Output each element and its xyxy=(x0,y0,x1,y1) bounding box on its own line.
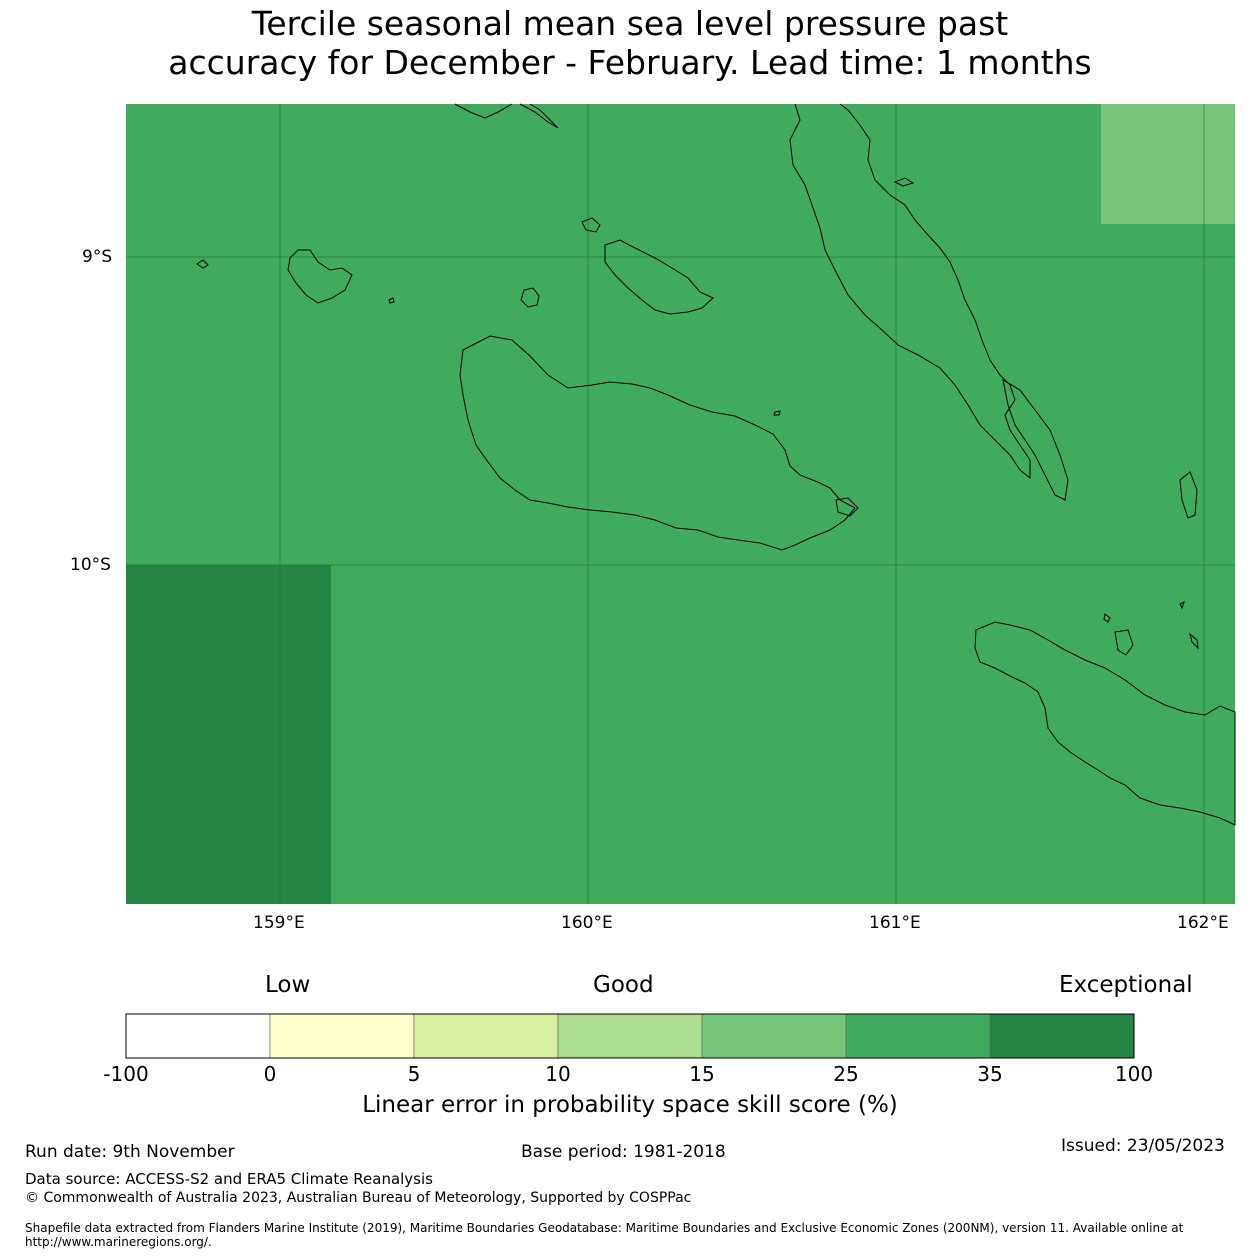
colorbar xyxy=(125,1013,1135,1059)
colorbar-segment xyxy=(845,1013,991,1059)
colorbar-category-good: Good xyxy=(593,972,654,998)
colorbar-segment xyxy=(413,1013,559,1059)
coast-malaita xyxy=(789,103,1031,480)
colorbar-tick-label: -100 xyxy=(103,1062,149,1086)
coast-russell-islands xyxy=(287,249,353,304)
run-date: Run date: 9th November xyxy=(25,1142,235,1162)
coast-small-4 xyxy=(1114,629,1134,656)
lon-tick-160e: 160°E xyxy=(561,913,613,933)
coast-small-1 xyxy=(581,217,601,233)
coast-florida-islands xyxy=(604,239,714,315)
coast-makira xyxy=(974,621,1236,826)
coast-small-8 xyxy=(1179,601,1185,610)
base-period: Base period: 1981-2018 xyxy=(521,1142,726,1162)
colorbar-segment xyxy=(557,1013,703,1059)
issued-date: Issued: 23/05/2023 xyxy=(1061,1136,1225,1156)
coast-small-3 xyxy=(1179,471,1198,519)
lat-tick-9s: 9°S xyxy=(82,247,113,267)
colorbar-segment xyxy=(701,1013,847,1059)
lon-tick-159e: 159°E xyxy=(253,913,305,933)
colorbar-segment xyxy=(269,1013,415,1059)
colorbar-title: Linear error in probability space skill … xyxy=(362,1092,898,1118)
shapefile-credit: Shapefile data extracted from Flanders M… xyxy=(25,1221,1184,1249)
colorbar-category-low: Low xyxy=(265,972,311,998)
lat-tick-10s: 10°S xyxy=(70,555,111,575)
chart-title: Tercile seasonal mean sea level pressure… xyxy=(0,4,1260,82)
colorbar-segment xyxy=(125,1013,271,1059)
coast-small-malaita xyxy=(1002,379,1069,501)
colorbar-tick-label: 5 xyxy=(407,1062,421,1086)
colorbar-segment xyxy=(989,1013,1135,1059)
coast-savo xyxy=(520,287,540,308)
coast-small-9 xyxy=(1189,632,1199,650)
title-line-1: Tercile seasonal mean sea level pressure… xyxy=(251,4,1009,43)
coast-small-5 xyxy=(893,177,915,187)
data-source: Data source: ACCESS-S2 and ERA5 Climate … xyxy=(25,1170,433,1188)
coastlines xyxy=(196,103,1236,826)
coast-island-nw xyxy=(454,103,513,119)
colorbar-tick-label: 10 xyxy=(545,1062,571,1086)
graticule xyxy=(126,104,1235,904)
colorbar-tick-label: 35 xyxy=(977,1062,1003,1086)
colorbar-tick-label: 100 xyxy=(1114,1062,1154,1086)
colorbar-frame xyxy=(125,1013,1135,1059)
lon-tick-162e: 162°E xyxy=(1177,913,1229,933)
copyright: © Commonwealth of Australia 2023, Austra… xyxy=(25,1190,692,1206)
colorbar-tick-label: 25 xyxy=(833,1062,859,1086)
coast-guadalcanal xyxy=(459,335,856,551)
map-cell-high-skill xyxy=(126,565,331,904)
coast-small-7 xyxy=(1103,613,1111,623)
coast-small-6 xyxy=(835,497,859,517)
skill-map xyxy=(126,103,1236,904)
coast-island-n xyxy=(519,103,559,129)
title-line-2: accuracy for December - February. Lead t… xyxy=(168,43,1092,82)
map-cell-moderate-skill xyxy=(1101,104,1235,224)
colorbar-tick-label: 15 xyxy=(689,1062,715,1086)
coast-small-2 xyxy=(196,259,209,269)
coast-small-10 xyxy=(773,410,781,416)
lon-tick-161e: 161°E xyxy=(869,913,921,933)
coast-small-11 xyxy=(388,297,395,304)
colorbar-tick-label: 0 xyxy=(263,1062,277,1086)
colorbar-category-exceptional: Exceptional xyxy=(1059,972,1193,998)
